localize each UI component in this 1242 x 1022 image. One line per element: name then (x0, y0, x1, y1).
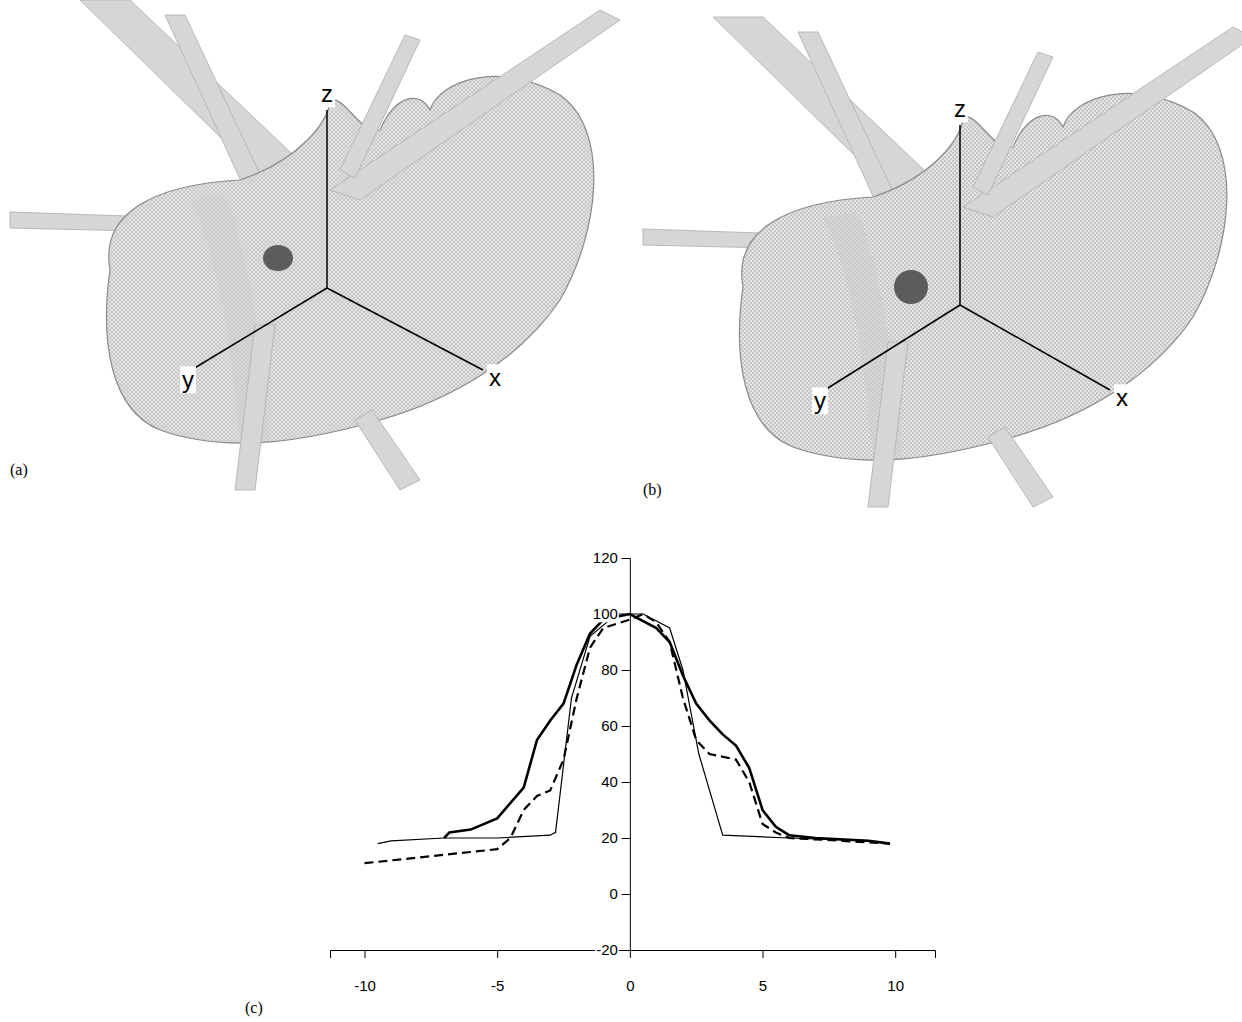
x-axis: -10 -5 0 5 10 (331, 950, 936, 994)
y-tick-label: 100 (593, 605, 618, 622)
coord-axis (327, 288, 483, 370)
y-tick: -20 (595, 941, 630, 958)
x-tick-label: 0 (626, 977, 634, 994)
rod (798, 32, 898, 207)
coord-axis (960, 305, 1110, 390)
render-panel: z y x (643, 17, 1242, 507)
series-line (444, 614, 890, 844)
rod (235, 325, 275, 490)
y-tick-label: 120 (593, 549, 618, 566)
x-tick: 10 (887, 950, 904, 994)
label-ground (487, 364, 503, 391)
coord-axis-label: x (489, 364, 501, 391)
label-ground (600, 661, 619, 678)
y-tick-mark (622, 838, 630, 839)
coord-axis-label: z (954, 95, 966, 122)
y-tick: 120 (592, 549, 630, 566)
y-tick-mark (622, 726, 630, 727)
target-spot (263, 245, 293, 271)
x-tick: -10 (354, 950, 376, 994)
y-tick-mark (622, 558, 630, 559)
label-ground (592, 605, 619, 622)
panel-label: (b) (643, 481, 662, 499)
y-axis: -20 0 20 40 60 80 100 120 (592, 549, 631, 958)
x-tick-mark (497, 950, 498, 958)
coord-axis (820, 305, 960, 393)
rod (973, 52, 1053, 195)
x-tick-label: 10 (887, 977, 904, 994)
label-ground (600, 829, 619, 846)
label-ground (600, 773, 619, 790)
coord-axis (188, 288, 327, 372)
figure: z y x (a) z y x (b) -10 -5 0 5 10 -20 0 20 40 60 80 100 120 (… (0, 0, 1242, 1022)
x-tick-label: 5 (759, 977, 767, 994)
x-tick-mark (763, 950, 764, 958)
y-tick: 100 (592, 605, 630, 622)
y-tick: 40 (600, 773, 630, 790)
label-ground (592, 549, 619, 566)
x-tick-mark (630, 950, 631, 958)
panel-label: (a) (10, 461, 28, 479)
x-tick-mark (895, 950, 896, 958)
coord-axis-label: y (814, 387, 826, 414)
rod (330, 10, 620, 200)
y-tick-label: 20 (601, 829, 618, 846)
series-line (364, 614, 889, 863)
y-tick-mark (622, 670, 630, 671)
x-tick: 5 (759, 950, 767, 994)
y-tick-label: 80 (601, 661, 618, 678)
y-tick-label: -20 (596, 941, 618, 958)
rod (340, 35, 420, 178)
rod (355, 410, 420, 490)
coord-axis (959, 125, 961, 305)
head-mesh (740, 93, 1227, 460)
label-ground (609, 885, 619, 902)
y-tick-label: 0 (610, 885, 618, 902)
y-tick-label: 60 (601, 717, 618, 734)
coord-axis-label: y (182, 366, 194, 393)
coord-axis-label: x (1116, 384, 1128, 411)
y-tick-mark (622, 950, 630, 951)
rod (963, 27, 1242, 217)
label-ground (319, 80, 335, 107)
label-ground (595, 941, 619, 958)
y-tick-mark (622, 782, 630, 783)
label-ground (600, 717, 619, 734)
series-line (378, 614, 890, 844)
y-tick-label: 40 (601, 773, 618, 790)
x-tick-mark (364, 950, 365, 958)
y-tick: 60 (600, 717, 630, 734)
x-tick-label: -10 (354, 977, 376, 994)
label-ground (952, 95, 968, 122)
y-tick: 80 (600, 661, 630, 678)
rod (165, 15, 265, 190)
x-axis-line (331, 951, 936, 959)
head-mesh (107, 76, 594, 443)
plot-lines (364, 614, 889, 863)
x-tick-label: -5 (491, 977, 504, 994)
label-ground (812, 387, 828, 414)
label-ground (180, 366, 196, 393)
target-spot (894, 270, 928, 304)
x-tick: -5 (491, 950, 504, 994)
rod (868, 342, 908, 507)
label-ground (1114, 384, 1130, 411)
y-axis-line (622, 559, 631, 951)
panel-label: (c) (245, 999, 263, 1017)
y-tick-mark (622, 894, 630, 895)
y-tick-mark (622, 614, 630, 615)
x-tick: 0 (626, 950, 634, 994)
y-tick: 20 (600, 829, 630, 846)
rod (988, 427, 1053, 507)
render-panel: z y x (10, 0, 620, 490)
coord-axis (326, 110, 328, 288)
y-tick: 0 (609, 885, 630, 902)
coord-axis-label: z (321, 80, 333, 107)
